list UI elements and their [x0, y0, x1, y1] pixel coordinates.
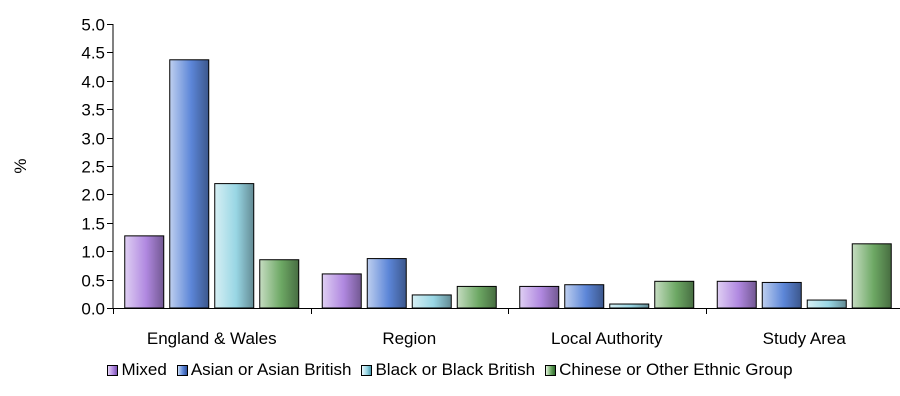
bar	[654, 280, 695, 309]
y-tick-label: 4.5	[81, 44, 105, 63]
legend-swatch	[545, 364, 557, 376]
y-tick-label: 2.5	[81, 158, 105, 177]
bar	[519, 285, 560, 309]
bar	[851, 243, 892, 309]
legend-label: Chinese or Other Ethnic Group	[559, 360, 793, 379]
bar	[169, 59, 210, 309]
bar	[761, 281, 802, 309]
bar	[716, 280, 757, 309]
bar	[366, 258, 407, 309]
legend-item-asian: Asian or Asian British	[176, 360, 352, 380]
bar	[609, 303, 650, 309]
y-tick-label: 1.0	[81, 243, 105, 262]
legend-item-chinese: Chinese or Other Ethnic Group	[545, 360, 793, 380]
legend: Mixed Asian or Asian British Black or Bl…	[0, 360, 900, 380]
y-tick-label: 3.0	[81, 130, 105, 149]
bar	[564, 284, 605, 309]
bar	[411, 294, 452, 309]
y-tick-label: 0.0	[81, 300, 105, 319]
bar	[259, 259, 300, 309]
bar	[456, 285, 497, 309]
legend-label: Mixed	[121, 360, 167, 379]
bar-chart: 0.0 0.5 1.0 1.5 2.0 2.5 3.0 3.5 4.0 4.5 5.0% Englan…	[11, 16, 900, 348]
bar	[124, 235, 165, 309]
y-tick-label: 3.5	[81, 101, 105, 120]
legend-item-mixed: Mixed	[107, 360, 167, 380]
bar	[214, 183, 255, 309]
legend-swatch	[361, 364, 373, 376]
legend-swatch	[107, 364, 119, 376]
y-tick-label: 0.5	[81, 272, 105, 291]
x-tick-label: Region	[382, 329, 436, 348]
y-tick-label: 1.5	[81, 215, 105, 234]
y-tick-label: 2.0	[81, 186, 105, 205]
legend-label: Asian or Asian British	[190, 360, 352, 379]
legend-label: Black or Black British	[375, 360, 536, 379]
legend-swatch	[176, 364, 188, 376]
bar	[806, 299, 847, 309]
x-tick-label: England & Wales	[147, 329, 277, 348]
y-tick-label: 5.0	[81, 16, 105, 35]
legend-item-black: Black or Black British	[361, 360, 535, 380]
y-axis-label: %	[11, 158, 30, 173]
x-tick-label: Local Authority	[551, 329, 663, 348]
bar	[321, 273, 362, 309]
x-tick-label: Study Area	[763, 329, 847, 348]
y-tick-label: 4.0	[81, 73, 105, 92]
